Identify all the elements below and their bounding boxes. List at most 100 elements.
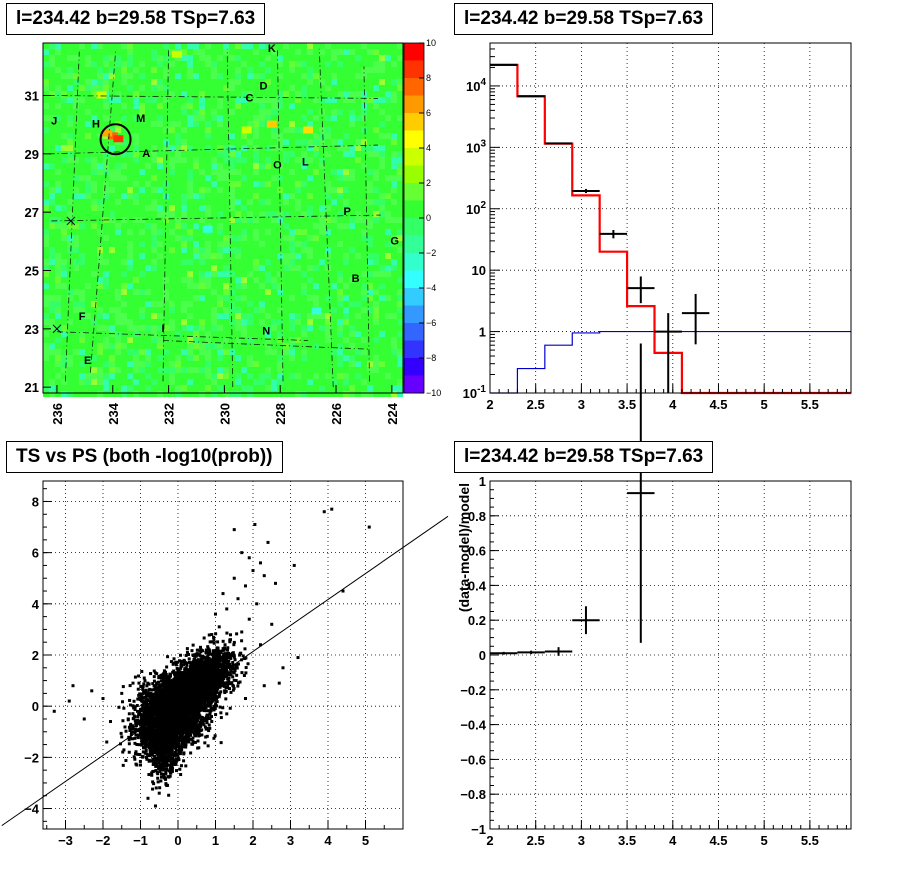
scatter-point — [159, 673, 163, 677]
scatter-point — [215, 695, 219, 699]
skymap-label: A — [142, 148, 150, 160]
scatter-point — [180, 734, 184, 738]
scatter-point — [214, 702, 218, 706]
scatter-point — [215, 653, 219, 657]
scatter-point — [184, 653, 188, 657]
scatter-point — [180, 742, 184, 746]
scatter-point — [136, 752, 140, 756]
skymap-cross-marker — [52, 324, 62, 334]
scatter-point — [190, 716, 194, 720]
scatter-point — [133, 757, 137, 761]
scatter-point — [218, 685, 222, 689]
scatter-point — [207, 652, 211, 656]
scatter-point — [206, 744, 210, 748]
scatter-point — [147, 723, 151, 727]
scatter-point — [203, 717, 207, 721]
scatter-point — [177, 671, 181, 675]
scatter-point — [205, 668, 209, 672]
scatter-point — [215, 700, 219, 704]
skymap-x-tick-label: 224 — [385, 402, 400, 424]
scatter-point — [146, 719, 150, 723]
scatter-point — [119, 731, 123, 735]
scatter-point — [173, 750, 177, 754]
scatter-point — [173, 708, 177, 712]
scatter-point — [142, 711, 146, 715]
scatter-point — [228, 706, 232, 710]
scatter-point — [189, 708, 193, 712]
scatter-point — [192, 724, 196, 728]
skymap-label: P — [344, 206, 351, 218]
colorbar-band — [404, 183, 424, 201]
scatter-point — [217, 652, 221, 656]
scatter-point — [145, 757, 149, 761]
scatter-point — [144, 756, 148, 760]
scatter-point — [183, 682, 187, 686]
scatter-point — [140, 707, 144, 711]
scatter-point — [167, 680, 171, 684]
scatter-point — [179, 661, 183, 665]
scatter-point — [130, 737, 134, 741]
scatter-point — [236, 662, 240, 666]
scatter-point — [205, 734, 209, 738]
scatter-point — [151, 682, 155, 686]
skymap-grid-line — [48, 95, 378, 99]
scatter-point — [240, 671, 244, 675]
scatter-point — [160, 695, 164, 699]
scatter-point — [149, 699, 153, 703]
skymap-hotspot — [241, 126, 252, 134]
skymap-y-tick-label: 31 — [25, 89, 39, 104]
scatter-point — [198, 728, 202, 732]
scatter-point — [122, 706, 126, 710]
colorbar-tick-label: −4 — [426, 283, 436, 293]
colorbar-tick-label: −10 — [426, 388, 441, 398]
scatter-point — [207, 702, 211, 706]
scatter-point — [139, 694, 143, 698]
scatter-point — [222, 677, 226, 681]
scatter-point — [208, 673, 212, 677]
scatter-point — [205, 721, 209, 725]
skymap-grid-line — [56, 331, 309, 341]
scatter-point — [213, 734, 217, 738]
scatter-point — [154, 691, 158, 695]
scatter-point — [191, 707, 195, 711]
scatter-point — [185, 737, 189, 741]
scatter-point — [199, 724, 203, 728]
scatter-point — [172, 671, 176, 675]
scatter-point — [204, 696, 208, 700]
scatter-point — [179, 764, 183, 768]
scatter-point — [167, 691, 171, 695]
scatter-point — [167, 693, 171, 697]
scatter-point — [209, 691, 213, 695]
scatter-point — [195, 663, 199, 667]
scatter-point — [143, 743, 147, 747]
scatter-point — [227, 682, 231, 686]
scatter-point — [131, 712, 135, 716]
scatter-point — [182, 704, 186, 708]
skymap-label: L — [302, 157, 309, 169]
scatter-point — [162, 704, 166, 708]
scatter-point — [168, 686, 172, 690]
scatter-point — [215, 690, 219, 694]
scatter-point — [174, 660, 178, 664]
scatter-point — [149, 694, 153, 698]
scatter-point — [133, 715, 137, 719]
scatter-point — [169, 660, 173, 664]
scatter-point — [121, 719, 125, 723]
scatter-point — [190, 649, 194, 653]
scatter-point — [142, 714, 146, 718]
scatter-point — [168, 700, 172, 704]
scatter-point — [146, 744, 150, 748]
scatter-point — [221, 706, 225, 710]
skymap-grid-line — [162, 340, 370, 350]
scatter-point — [204, 727, 208, 731]
scatter-point — [151, 698, 155, 702]
scatter-point — [213, 667, 217, 671]
scatter-point — [227, 676, 231, 680]
skymap-x-tick-label: 230 — [217, 403, 232, 425]
scatter-point — [196, 730, 200, 734]
scatter-point — [231, 660, 235, 664]
skymap-y-tick-label: 23 — [25, 322, 39, 337]
scatter-point — [207, 723, 211, 727]
scatter-point — [128, 684, 132, 688]
